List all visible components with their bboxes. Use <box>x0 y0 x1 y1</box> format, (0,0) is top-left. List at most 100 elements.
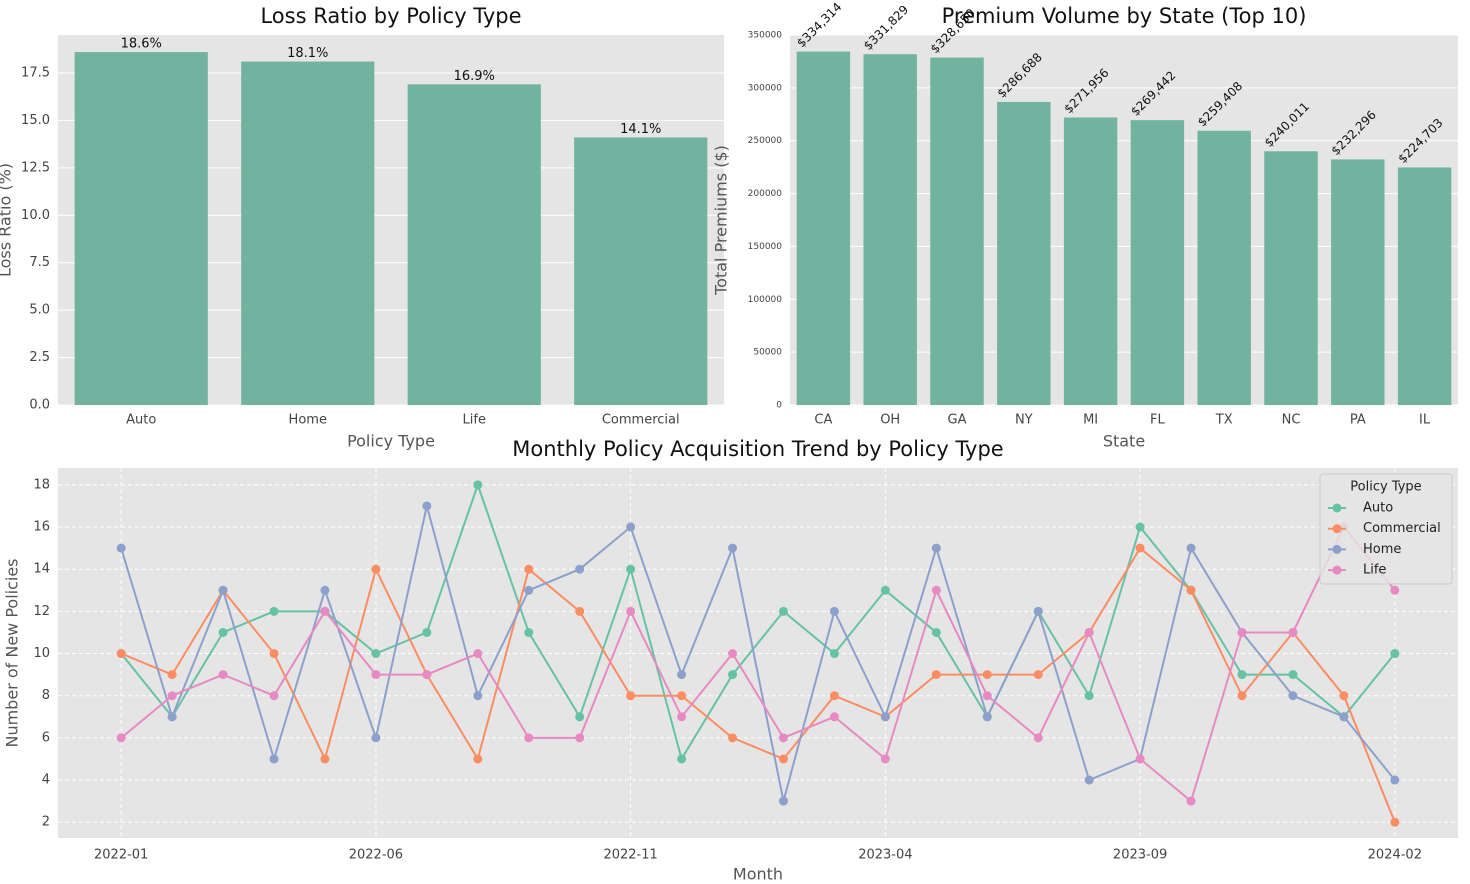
marker <box>829 712 839 722</box>
data-label: 18.1% <box>287 46 328 61</box>
legend-marker <box>1332 503 1342 513</box>
marker <box>1237 627 1247 637</box>
y-tick-label: 16 <box>33 520 50 535</box>
marker <box>931 627 941 637</box>
bar <box>407 84 541 405</box>
marker <box>524 585 534 595</box>
marker <box>677 670 687 680</box>
legend: Policy Type Auto Commercial Home Life <box>1319 473 1453 585</box>
marker <box>371 733 381 743</box>
marker <box>218 585 228 595</box>
marker <box>931 585 941 595</box>
marker <box>626 691 636 701</box>
x-tick-label: NC <box>1282 413 1301 428</box>
bar <box>1397 167 1452 405</box>
y-tick-label: 0 <box>776 401 782 411</box>
marker <box>677 691 687 701</box>
marker <box>1033 670 1043 680</box>
marker <box>269 649 279 659</box>
marker <box>1339 712 1349 722</box>
marker <box>524 733 534 743</box>
y-tick-label: 10 <box>33 646 50 661</box>
marker <box>829 691 839 701</box>
y-tick-label: 50000 <box>753 348 782 358</box>
marker <box>778 796 788 806</box>
bar <box>863 54 917 405</box>
marker <box>931 543 941 553</box>
legend-label: Life <box>1363 563 1386 578</box>
legend-label: Home <box>1363 542 1401 557</box>
marker <box>880 754 890 764</box>
marker <box>1237 670 1247 680</box>
y-tick-label: 15.0 <box>21 113 50 128</box>
x-tick-label: 2022-01 <box>94 848 148 863</box>
y-tick-label: 5.0 <box>29 303 50 318</box>
y-axis-label: Number of New Policies <box>3 558 22 747</box>
marker <box>320 606 330 616</box>
marker <box>1390 585 1400 595</box>
marker <box>1186 543 1196 553</box>
marker <box>575 606 585 616</box>
y-tick-label: 17.5 <box>21 65 50 80</box>
marker <box>982 712 992 722</box>
marker <box>1084 691 1094 701</box>
data-label: 14.1% <box>620 122 661 137</box>
x-tick-label: 2022-11 <box>603 848 657 863</box>
x-tick-label: PA <box>1350 413 1366 428</box>
marker <box>626 564 636 574</box>
chart-title: Premium Volume by State (Top 10) <box>942 4 1307 28</box>
line <box>120 505 1396 802</box>
marker <box>269 691 279 701</box>
x-tick-label: GA <box>948 413 967 428</box>
legend-label: Auto <box>1363 501 1393 516</box>
x-tick-label: 2022-06 <box>349 848 403 863</box>
y-tick-label: 2.5 <box>29 350 50 365</box>
marker <box>269 606 279 616</box>
legend-box <box>1319 473 1453 585</box>
marker <box>524 564 534 574</box>
marker <box>167 691 177 701</box>
marker <box>728 649 738 659</box>
y-tick-label: 6 <box>42 730 50 745</box>
x-tick-label: Commercial <box>602 413 680 428</box>
marker <box>1390 649 1400 659</box>
marker <box>931 670 941 680</box>
marker <box>982 670 992 680</box>
marker <box>1237 691 1247 701</box>
bar <box>74 52 208 405</box>
marker <box>728 670 738 680</box>
marker <box>524 627 534 637</box>
marker <box>473 649 483 659</box>
y-tick-label: 2 <box>42 815 50 830</box>
marker <box>269 754 279 764</box>
marker <box>1084 627 1094 637</box>
y-axis-label: Loss Ratio (%) <box>0 163 15 277</box>
marker <box>167 670 177 680</box>
marker <box>116 543 126 553</box>
marker <box>218 627 228 637</box>
bar <box>796 51 851 406</box>
x-axis-label: Policy Type <box>347 432 435 451</box>
y-tick-label: 200000 <box>748 189 783 199</box>
marker <box>1186 796 1196 806</box>
bar <box>1331 159 1385 405</box>
y-tick-label: 350000 <box>748 31 783 41</box>
x-tick-label: TX <box>1215 413 1233 428</box>
data-label: 18.6% <box>121 37 162 52</box>
y-tick-label: 10.0 <box>21 208 50 223</box>
marker <box>116 649 126 659</box>
legend-marker <box>1332 544 1342 554</box>
marker <box>1033 606 1043 616</box>
y-tick-label: 14 <box>33 562 50 577</box>
marker <box>626 522 636 532</box>
marker <box>1390 775 1400 785</box>
marker <box>575 564 585 574</box>
chart-title: Monthly Policy Acquisition Trend by Poli… <box>512 437 1003 461</box>
x-axis-label: State <box>1103 432 1145 451</box>
marker <box>677 754 687 764</box>
x-tick-label: NY <box>1015 413 1033 428</box>
marker <box>728 543 738 553</box>
marker <box>1288 670 1298 680</box>
y-tick-label: 150000 <box>748 242 783 252</box>
